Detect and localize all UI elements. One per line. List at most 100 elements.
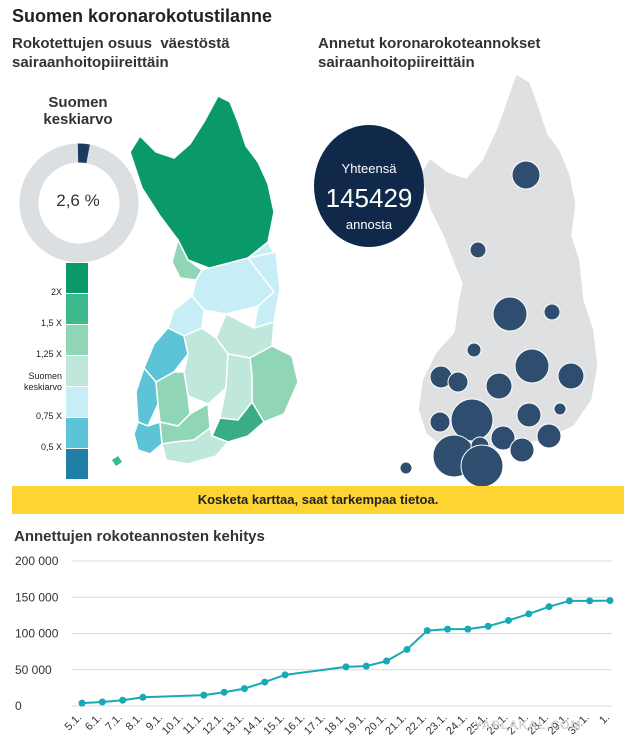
- legend-swatch: [66, 449, 88, 480]
- donut-label-line1: Suomen: [48, 94, 108, 111]
- data-point[interactable]: [444, 625, 452, 633]
- x-tick-label: 7.1.: [103, 712, 124, 733]
- right-map-subtitle: Annetut koronarokoteannokset sairaanhoit…: [318, 34, 541, 72]
- data-point[interactable]: [403, 645, 411, 653]
- region-pirkanmaa[interactable]: [155, 371, 191, 427]
- data-point[interactable]: [261, 678, 269, 686]
- bubble-etela-karjala[interactable]: [536, 423, 562, 449]
- dose-bubbles[interactable]: [399, 160, 585, 488]
- region-uusimaa[interactable]: [161, 426, 230, 465]
- data-point[interactable]: [504, 616, 512, 624]
- bubble-kymenlaakso[interactable]: [509, 437, 535, 463]
- data-point[interactable]: [220, 688, 228, 696]
- bubble-pohjois-pohjanmaa[interactable]: [492, 296, 528, 332]
- data-point[interactable]: [383, 657, 391, 665]
- y-tick-label: 0: [15, 699, 22, 713]
- data-point[interactable]: [240, 685, 248, 693]
- bubble-paijat-hame[interactable]: [490, 425, 516, 451]
- legend-label: Suomen keskiarvo: [23, 371, 62, 392]
- bubble-etela-savo[interactable]: [516, 402, 542, 428]
- data-point[interactable]: [200, 691, 208, 699]
- x-tick-label: 20.1.: [363, 712, 389, 738]
- x-tick-label: 13.1.: [221, 712, 247, 738]
- finland-outline: [417, 72, 599, 455]
- vaccination-share-map[interactable]: [108, 92, 308, 482]
- x-tick-label: 6.1.: [83, 712, 104, 733]
- legend-swatch: [66, 294, 88, 325]
- x-tick-label: 24.1.: [444, 712, 470, 738]
- x-tick-label: 22.1.: [404, 712, 430, 738]
- x-tick-label: 14.1.: [241, 712, 267, 738]
- data-point[interactable]: [139, 693, 147, 701]
- line-chart-title: Annettujen rokoteannosten kehitys: [14, 528, 265, 545]
- y-tick-label: 150 000: [15, 590, 59, 604]
- region-lappi[interactable]: [129, 95, 275, 271]
- total-doses-badge: Yhteensä 145429 annosta: [314, 125, 424, 247]
- bubble-pohjois-karjala[interactable]: [557, 362, 585, 390]
- donut-label: Suomen keskiarvo: [20, 94, 136, 128]
- bubble-hus[interactable]: [460, 444, 504, 488]
- data-point[interactable]: [362, 662, 370, 670]
- bubble-lansi-pohja[interactable]: [469, 241, 487, 259]
- donut-label-line2: keskiarvo: [43, 111, 113, 128]
- watermark: YAPLAKAL.COM: [474, 718, 582, 732]
- bubble-seinajoki[interactable]: [447, 371, 469, 393]
- x-tick-label: 15.1.: [261, 712, 287, 738]
- x-tick-label: 19.1.: [343, 712, 369, 738]
- bubble-satakunta[interactable]: [429, 411, 451, 433]
- total-label-top: Yhteensä: [341, 161, 397, 176]
- bubble-pohjois-savo[interactable]: [514, 348, 550, 384]
- data-point[interactable]: [606, 597, 614, 605]
- region-varsinais-suomi[interactable]: [133, 420, 163, 455]
- x-tick-label: 21.1.: [383, 712, 409, 738]
- x-tick-label: 23.1.: [424, 712, 450, 738]
- total-number: 145429: [325, 183, 413, 213]
- data-point[interactable]: [281, 671, 289, 679]
- average-donut-chart: [19, 143, 139, 263]
- legend-swatch: [66, 387, 88, 418]
- data-point[interactable]: [525, 610, 533, 618]
- right-subtitle-line1: Annetut koronarokoteannokset: [318, 35, 541, 52]
- donut-value-arc: [77, 143, 90, 164]
- legend-label: 0,5 X: [40, 442, 62, 452]
- x-tick-label: 17.1.: [302, 712, 328, 738]
- legend-label: 1,5 X: [40, 318, 62, 328]
- legend-label: 1,25 X: [35, 349, 62, 359]
- data-point[interactable]: [565, 597, 573, 605]
- x-tick-label: 1.: [597, 712, 612, 727]
- left-subtitle-line1: Rokotettujen osuus väestöstä: [12, 35, 230, 52]
- x-tick-label: 5.1.: [63, 712, 84, 733]
- color-legend: [66, 263, 88, 480]
- bubble-lappi[interactable]: [511, 160, 541, 190]
- bubble-keski-suomi[interactable]: [485, 372, 513, 400]
- left-subtitle-line2: sairaanhoitopiireittäin: [12, 54, 169, 71]
- bubble-ahvenanmaa[interactable]: [399, 461, 413, 475]
- data-point[interactable]: [342, 663, 350, 671]
- bubble-ita-savo[interactable]: [553, 402, 567, 416]
- region-ahvenanmaa[interactable]: [112, 456, 122, 466]
- region-keski-suomi[interactable]: [183, 327, 229, 405]
- data-point[interactable]: [545, 603, 553, 611]
- data-point[interactable]: [119, 696, 127, 704]
- legend-label: 2X: [50, 287, 62, 297]
- bubble-keski-pohjanmaa[interactable]: [466, 342, 482, 358]
- y-tick-label: 50 000: [15, 663, 52, 677]
- data-point[interactable]: [98, 698, 106, 706]
- bubble-pirkanmaa[interactable]: [450, 398, 494, 442]
- data-point[interactable]: [464, 625, 472, 633]
- legend-swatch: [66, 356, 88, 387]
- legend-swatch: [66, 418, 88, 449]
- data-point[interactable]: [423, 627, 431, 635]
- tap-map-hint-banner: Kosketa karttaa, saat tarkempaa tietoa.: [12, 486, 624, 514]
- bubble-kainuu[interactable]: [543, 303, 561, 321]
- data-point[interactable]: [78, 699, 86, 707]
- doses-bubble-map[interactable]: [396, 70, 608, 488]
- data-point[interactable]: [484, 622, 492, 630]
- y-tick-label: 200 000: [15, 554, 59, 568]
- legend-label: 0,75 X: [35, 411, 62, 421]
- x-tick-label: 10.1.: [160, 712, 186, 738]
- page-title: Suomen koronarokotustilanne: [12, 6, 273, 26]
- legend-swatch: [66, 325, 88, 356]
- data-point[interactable]: [586, 597, 594, 605]
- y-tick-label: 100 000: [15, 627, 59, 641]
